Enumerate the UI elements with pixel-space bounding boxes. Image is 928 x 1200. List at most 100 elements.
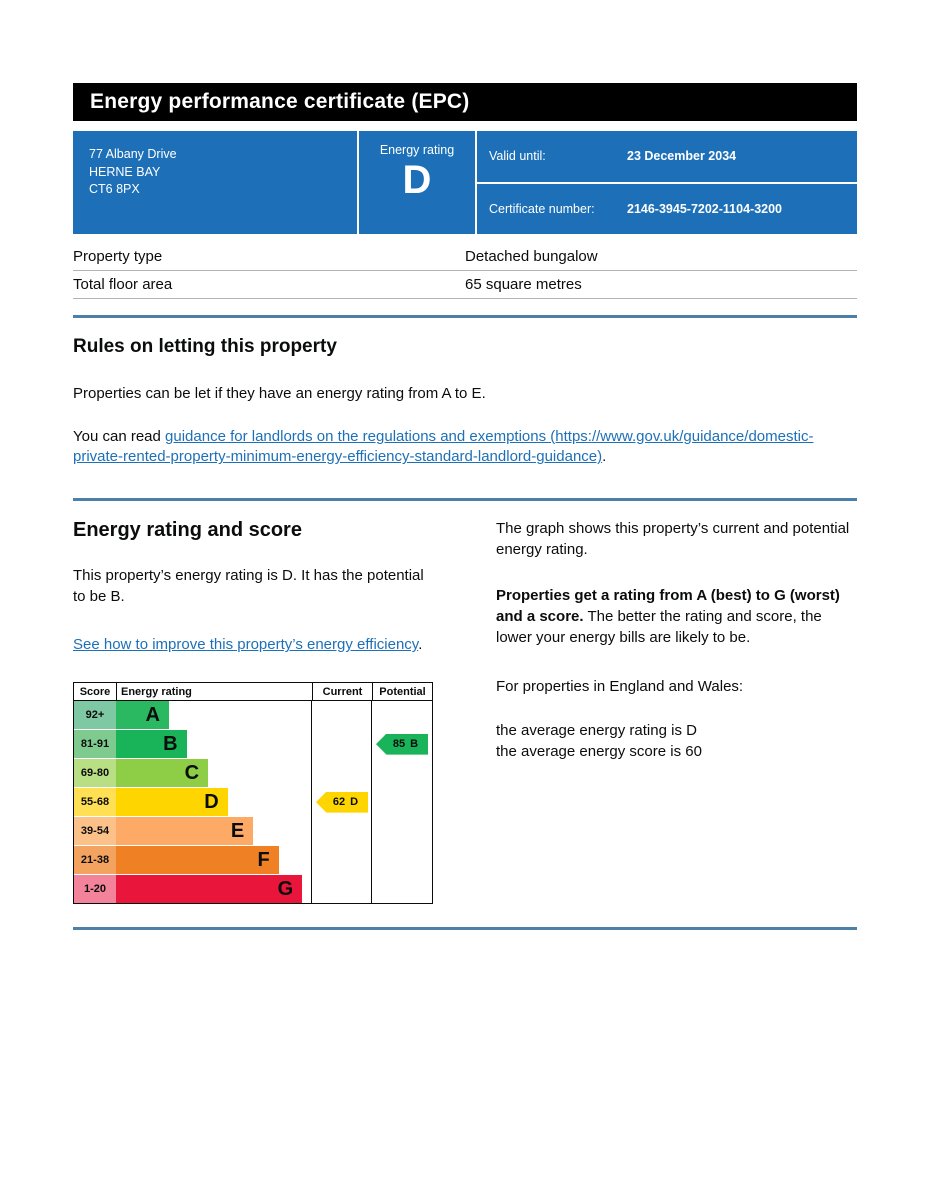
band-bar-area: C [116, 759, 312, 788]
chart-header-energy-rating: Energy rating [116, 683, 312, 701]
rules-section: Rules on letting this property Propertie… [73, 336, 857, 468]
property-detail-label: Total floor area [73, 276, 173, 293]
chart-header-current: Current [312, 683, 372, 701]
potential-column-cell [372, 788, 432, 816]
band-bar-area: D [116, 788, 312, 817]
graph-description: The graph shows this property’s current … [496, 520, 850, 558]
potential-column-cell [372, 817, 432, 845]
valid-until-row: Valid until: 23 December 2034 [477, 131, 857, 182]
guidance-prefix: You can read [73, 427, 166, 445]
band-bar-area: G [116, 875, 312, 904]
epc-band-row-e: 39-54 E [74, 817, 432, 846]
section-divider [73, 927, 857, 931]
potential-column-cell [372, 846, 432, 874]
property-detail-label: Property type [73, 248, 163, 265]
band-bar-area: A [116, 701, 312, 730]
energy-rating-section: Energy rating and score This property’s … [73, 501, 857, 905]
band-score-range: 39-54 [74, 817, 116, 846]
band-score-range: 21-38 [74, 846, 116, 875]
current-column-cell [312, 701, 372, 729]
section-divider [73, 315, 857, 318]
valid-until-value: 23 December 2034 [627, 149, 737, 164]
band-score-range: 81-91 [74, 730, 116, 759]
energy-rating-letter: D [402, 158, 432, 202]
current-column-cell [312, 846, 372, 874]
improve-efficiency-link[interactable]: See how to improve this property’s energ… [73, 636, 419, 654]
band-bar-d: D [116, 788, 228, 817]
current-column-cell [312, 817, 372, 845]
potential-column-cell [372, 701, 432, 729]
guidance-suffix: . [602, 448, 607, 466]
current-rating-marker: 62 D [316, 791, 368, 813]
band-score-range: 1-20 [74, 875, 116, 904]
average-rating-line: the average energy rating is D [496, 722, 697, 740]
band-bar-b: B [116, 730, 187, 759]
epc-band-row-d: 55-68 D 62 D [74, 788, 432, 817]
certificate-number-row: Certificate number: 2146-3945-7202-1104-… [477, 181, 857, 235]
certificate-meta: Valid until: 23 December 2034 Certificat… [477, 131, 857, 234]
potential-rating-marker-letter: B [410, 738, 419, 751]
rating-explanation-bold: Properties get a rating from A (best) to… [496, 587, 840, 626]
property-detail-row: Total floor area 65 square metres [73, 271, 857, 299]
address-line-2: HERNE BAY [89, 164, 161, 179]
band-bar-g: G [116, 875, 303, 904]
band-bar-a: A [116, 701, 169, 730]
letting-rule-text: Properties can be let if they have an en… [73, 385, 486, 402]
band-bar-e: E [116, 817, 254, 846]
rating-left-column: Energy rating and score This property’s … [73, 501, 433, 905]
page-title-bar: Energy performance certificate (EPC) [73, 83, 857, 121]
band-bar-c: C [116, 759, 209, 788]
address-line-1: 77 Albany Drive [89, 147, 177, 161]
chart-header-potential: Potential [372, 683, 432, 701]
potential-rating-marker: 85 B [376, 733, 428, 755]
band-bar-f: F [116, 846, 279, 875]
energy-rating-label: Energy rating [379, 143, 455, 157]
epc-chart-header: Score Energy rating Current Potential [74, 683, 432, 702]
current-column-cell [312, 875, 372, 903]
potential-column-cell: 85 B [372, 730, 432, 758]
epc-band-row-b: 81-91 B 85 B [74, 730, 432, 759]
energy-rating-box: Energy rating D [357, 131, 477, 234]
rating-explanation-rest: The better the rating and score, the low… [496, 608, 822, 646]
band-score-range: 92+ [74, 701, 116, 730]
potential-column-cell [372, 759, 432, 787]
potential-column-cell [372, 875, 432, 903]
current-column-cell: 62 D [312, 788, 372, 816]
band-score-range: 69-80 [74, 759, 116, 788]
rating-explanation: Properties get a rating from A (best) to… [496, 586, 857, 648]
landlord-guidance-link[interactable]: guidance for landlords on the regulation… [73, 427, 814, 466]
section-divider [73, 498, 857, 502]
property-details-table: Property type Detached bungalow Total floo… [73, 243, 857, 299]
valid-until-label: Valid until: [489, 149, 546, 164]
current-rating-marker-letter: D [350, 796, 359, 809]
current-rating-marker-score: 62 [332, 796, 346, 809]
epc-band-row-a: 92+ A [74, 701, 432, 730]
current-column-cell [312, 759, 372, 787]
rules-heading: Rules on letting this property [73, 336, 337, 357]
guidance-paragraph: You can read guidance for landlords on t… [73, 427, 857, 468]
epc-rating-chart: Score Energy rating Current Potential 92… [73, 682, 433, 905]
summary-banner: 77 Albany Drive HERNE BAY CT6 8PX Energy… [73, 131, 857, 234]
band-score-range: 55-68 [74, 788, 116, 817]
improve-paragraph: See how to improve this property’s energ… [73, 635, 433, 656]
rating-heading: Energy rating and score [73, 519, 302, 542]
epc-band-row-f: 21-38 F [74, 846, 432, 875]
band-bar-area: B [116, 730, 312, 759]
property-address: 77 Albany Drive HERNE BAY CT6 8PX [73, 131, 357, 234]
band-bar-area: F [116, 846, 312, 875]
epc-band-row-c: 69-80 C [74, 759, 432, 788]
property-detail-value: 65 square metres [465, 276, 582, 293]
band-bar-area: E [116, 817, 312, 846]
rating-right-column: The graph shows this property’s current … [496, 501, 857, 904]
address-line-3: CT6 8PX [89, 182, 140, 196]
rating-intro: This property’s energy rating is D. It h… [73, 567, 424, 605]
epc-chart-rows: 92+ A 81-91 B 85 B 69-80 C 55-68 D 62 D 39-54 E 21-38 F… [74, 701, 432, 904]
certificate-number-value: 2146-3945-7202-1104-3200 [627, 201, 782, 216]
improve-suffix: . [418, 636, 423, 654]
average-score-line: the average energy score is 60 [496, 742, 702, 760]
current-column-cell [312, 730, 372, 758]
property-detail-row: Property type Detached bungalow [73, 243, 857, 271]
epc-document: Energy performance certificate (EPC) 77 … [73, 0, 857, 931]
certificate-number-label: Certificate number: [489, 201, 595, 216]
epc-band-row-g: 1-20 G [74, 875, 432, 904]
